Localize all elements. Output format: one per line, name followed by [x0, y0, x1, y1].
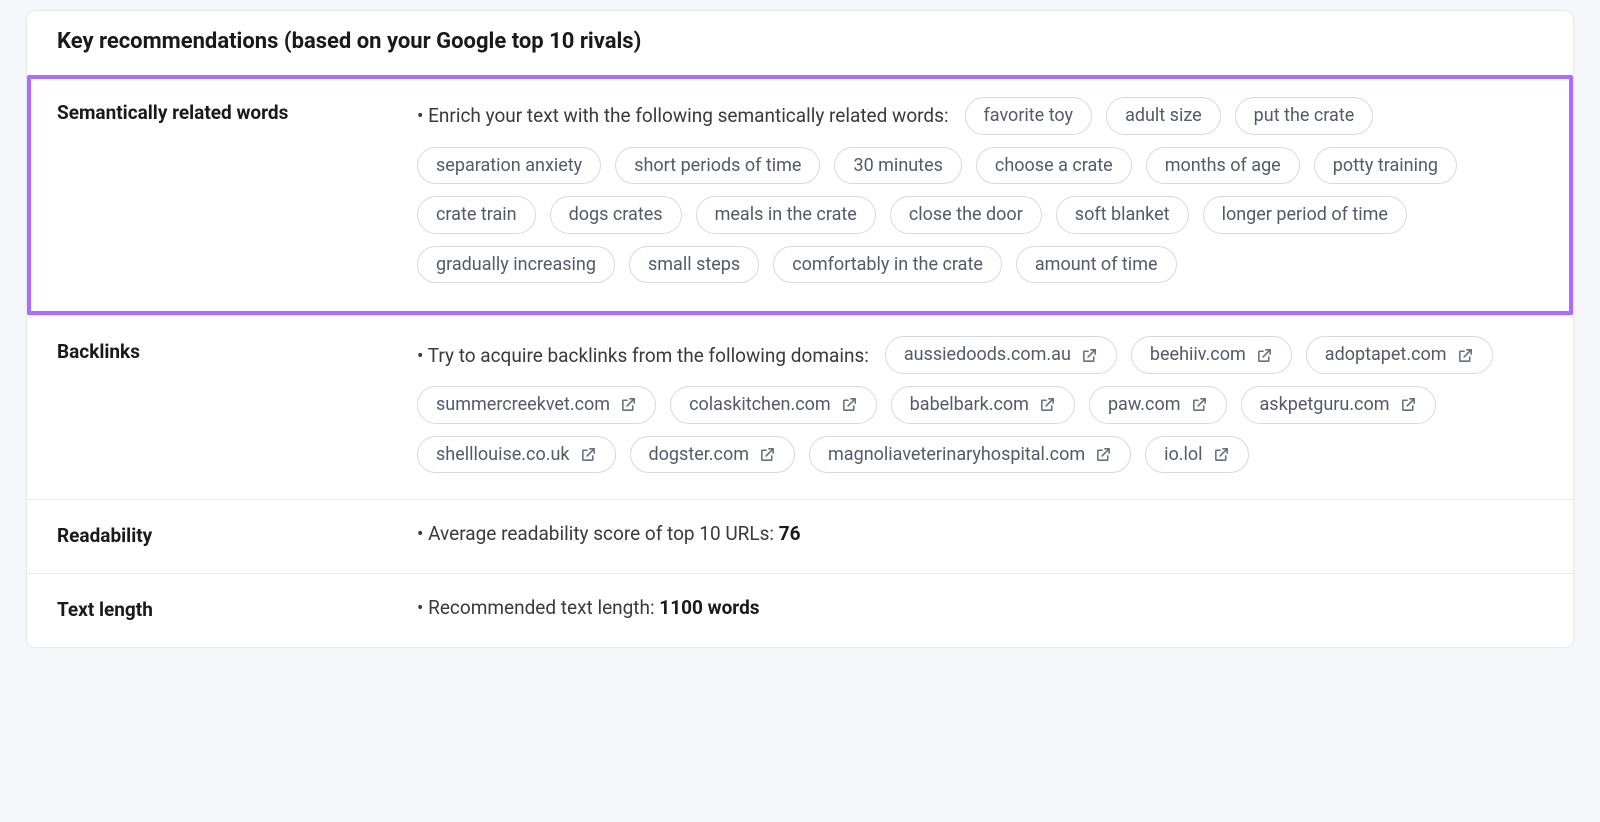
- external-link-icon: [1400, 396, 1417, 413]
- backlink-domain-label: babelbark.com: [910, 394, 1029, 416]
- backlink-domain-chip[interactable]: beehiiv.com: [1131, 336, 1292, 374]
- section-label-backlinks: Backlinks: [57, 338, 417, 473]
- backlink-domain-chip[interactable]: shelllouise.co.uk: [417, 436, 616, 474]
- textlength-line: • Recommended text length: 1100 words: [417, 596, 760, 619]
- semantic-word-chip[interactable]: favorite toy: [965, 97, 1093, 135]
- semantic-word-chip[interactable]: longer period of time: [1203, 196, 1407, 234]
- semantic-word-chip[interactable]: months of age: [1146, 147, 1300, 185]
- backlink-domain-label: aussiedoods.com.au: [904, 344, 1071, 366]
- external-link-icon: [580, 446, 597, 463]
- backlink-domain-label: io.lol: [1164, 444, 1202, 466]
- textlength-lead: • Recommended text length:: [417, 596, 659, 619]
- backlink-domain-label: paw.com: [1108, 394, 1181, 416]
- semantic-chips: • Enrich your text with the following se…: [417, 97, 1543, 283]
- external-link-icon: [1095, 446, 1112, 463]
- backlink-domain-chip[interactable]: dogster.com: [630, 436, 796, 474]
- semantic-word-chip[interactable]: put the crate: [1235, 97, 1374, 135]
- backlink-domain-label: magnoliaveterinaryhospital.com: [828, 444, 1085, 466]
- semantic-word-chip[interactable]: small steps: [629, 246, 759, 284]
- semantic-word-chip[interactable]: 30 minutes: [834, 147, 961, 185]
- backlink-domain-chip[interactable]: io.lol: [1145, 436, 1248, 474]
- readability-lead: • Average readability score of top 10 UR…: [417, 522, 779, 545]
- section-body-readability: • Average readability score of top 10 UR…: [417, 522, 1543, 547]
- semantic-word-chip[interactable]: close the door: [890, 196, 1042, 234]
- backlink-domain-chip[interactable]: askpetguru.com: [1241, 386, 1436, 424]
- external-link-icon: [620, 396, 637, 413]
- recommendations-card: Key recommendations (based on your Googl…: [26, 10, 1574, 648]
- section-semantic-words: Semantically related words • Enrich your…: [27, 75, 1573, 315]
- external-link-icon: [1256, 347, 1273, 364]
- external-link-icon: [841, 396, 858, 413]
- semantic-word-chip[interactable]: comfortably in the crate: [773, 246, 1002, 284]
- semantic-word-chip[interactable]: meals in the crate: [696, 196, 876, 234]
- backlink-domain-label: summercreekvet.com: [436, 394, 610, 416]
- section-body-backlinks: • Try to acquire backlinks from the foll…: [417, 338, 1543, 473]
- textlength-value: 1100 words: [659, 596, 759, 619]
- section-body-textlength: • Recommended text length: 1100 words: [417, 596, 1543, 621]
- backlink-domain-chip[interactable]: adoptapet.com: [1306, 336, 1493, 374]
- backlink-domain-label: askpetguru.com: [1260, 394, 1390, 416]
- semantic-word-chip[interactable]: choose a crate: [976, 147, 1132, 185]
- backlinks-chips: • Try to acquire backlinks from the foll…: [417, 336, 1543, 473]
- section-label-readability: Readability: [57, 522, 417, 547]
- semantic-word-chip[interactable]: amount of time: [1016, 246, 1177, 284]
- external-link-icon: [1457, 347, 1474, 364]
- backlink-domain-chip[interactable]: paw.com: [1089, 386, 1227, 424]
- section-text-length: Text length • Recommended text length: 1…: [27, 573, 1573, 647]
- section-label-textlength: Text length: [57, 596, 417, 621]
- semantic-word-chip[interactable]: adult size: [1106, 97, 1221, 135]
- backlink-domain-label: beehiiv.com: [1150, 344, 1246, 366]
- semantic-word-chip[interactable]: dogs crates: [550, 196, 682, 234]
- semantic-word-chip[interactable]: soft blanket: [1056, 196, 1189, 234]
- semantic-word-chip[interactable]: potty training: [1314, 147, 1457, 185]
- external-link-icon: [759, 446, 776, 463]
- section-backlinks: Backlinks • Try to acquire backlinks fro…: [27, 315, 1573, 499]
- semantic-lead-text: • Enrich your text with the following se…: [417, 104, 951, 127]
- semantic-word-chip[interactable]: crate train: [417, 196, 536, 234]
- semantic-word-chip[interactable]: short periods of time: [615, 147, 820, 185]
- semantic-word-chip[interactable]: gradually increasing: [417, 246, 615, 284]
- backlink-domain-label: colaskitchen.com: [689, 394, 831, 416]
- section-body-semantic: • Enrich your text with the following se…: [417, 99, 1543, 283]
- external-link-icon: [1213, 446, 1230, 463]
- backlinks-lead-text: • Try to acquire backlinks from the foll…: [417, 344, 871, 367]
- backlink-domain-chip[interactable]: colaskitchen.com: [670, 386, 877, 424]
- readability-line: • Average readability score of top 10 UR…: [417, 522, 801, 545]
- backlink-domain-label: adoptapet.com: [1325, 344, 1447, 366]
- section-readability: Readability • Average readability score …: [27, 499, 1573, 573]
- external-link-icon: [1039, 396, 1056, 413]
- backlink-domain-chip[interactable]: magnoliaveterinaryhospital.com: [809, 436, 1131, 474]
- semantic-word-chip[interactable]: separation anxiety: [417, 147, 601, 185]
- backlink-domain-chip[interactable]: summercreekvet.com: [417, 386, 656, 424]
- section-label-semantic: Semantically related words: [57, 99, 417, 283]
- backlink-domain-chip[interactable]: aussiedoods.com.au: [885, 336, 1117, 374]
- backlink-domain-label: shelllouise.co.uk: [436, 444, 570, 466]
- card-title: Key recommendations (based on your Googl…: [27, 11, 1573, 76]
- backlink-domain-label: dogster.com: [649, 444, 750, 466]
- readability-value: 76: [779, 522, 801, 545]
- external-link-icon: [1191, 396, 1208, 413]
- external-link-icon: [1081, 347, 1098, 364]
- backlink-domain-chip[interactable]: babelbark.com: [891, 386, 1075, 424]
